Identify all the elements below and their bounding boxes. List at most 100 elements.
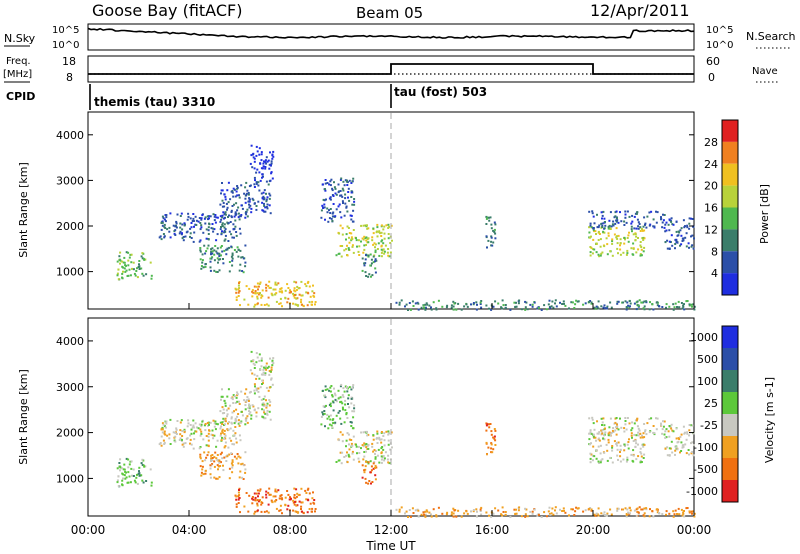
echo-cell: [616, 237, 619, 240]
echo-cell: [623, 430, 626, 433]
echo-cell: [374, 478, 377, 481]
echo-cell: [611, 429, 614, 432]
echo-cell: [588, 300, 591, 303]
echo-cell: [263, 395, 266, 398]
echo-cell: [630, 453, 633, 456]
echo-cell: [609, 211, 612, 214]
echo-cell: [190, 222, 193, 224]
echo-cell: [320, 216, 323, 219]
echo-cell: [164, 426, 167, 429]
echo-cell: [236, 391, 239, 394]
echo-cell: [341, 394, 344, 397]
echo-cell: [472, 302, 475, 304]
echo-cell: [306, 511, 309, 514]
echo-cell: [537, 513, 540, 516]
echo-cell: [470, 303, 472, 306]
echo-cell: [344, 202, 347, 205]
echo-cell: [231, 459, 234, 462]
echo-cell: [407, 516, 409, 518]
echo-cell: [662, 425, 665, 428]
echo-cell: [204, 252, 207, 255]
echo-cell: [179, 429, 182, 432]
echo-cell: [284, 296, 287, 299]
echo-cell: [639, 461, 642, 464]
echo-cell: [345, 205, 348, 208]
echo-cell: [603, 511, 606, 514]
echo-cell: [518, 506, 521, 509]
echo-cell: [268, 280, 271, 283]
echo-cell: [222, 469, 225, 472]
echo-cell: [263, 409, 265, 412]
echo-cell: [321, 183, 324, 186]
echo-cell: [642, 432, 645, 435]
echo-cell: [494, 439, 497, 442]
echo-cell: [380, 231, 383, 234]
echo-cell: [219, 228, 222, 231]
echo-cell: [340, 194, 343, 197]
echo-cell: [642, 239, 645, 241]
echo-cell: [424, 515, 427, 518]
echo-cell: [332, 215, 335, 218]
echo-cell: [128, 256, 131, 259]
echo-cell: [272, 495, 275, 498]
echo-cell: [582, 510, 585, 513]
echo-cell: [224, 404, 227, 407]
echo-cell: [529, 303, 532, 306]
echo-cell: [608, 224, 611, 227]
echo-cell: [223, 223, 226, 226]
echo-cell: [145, 273, 148, 276]
echo-cell: [116, 479, 119, 482]
echo-cell: [251, 497, 254, 500]
echo-cell: [611, 242, 614, 245]
echo-cell: [192, 240, 195, 243]
echo-cell: [271, 383, 274, 386]
colorbar-segment: [722, 163, 738, 186]
echo-cell: [343, 421, 346, 424]
echo-cell: [172, 224, 175, 227]
echo-cell: [352, 435, 355, 438]
echo-cell: [211, 429, 214, 432]
echo-cell: [123, 261, 126, 264]
echo-cell: [246, 396, 249, 399]
echo-cell: [369, 253, 372, 256]
echo-cell: [211, 457, 214, 459]
echo-cell: [233, 203, 235, 206]
colorbar-tick-label: 24: [704, 158, 718, 171]
echo-cell: [189, 227, 192, 230]
echo-cell: [324, 396, 327, 399]
echo-cell: [367, 462, 370, 465]
echo-cell: [589, 461, 592, 464]
echo-cell: [626, 210, 629, 213]
echo-cell: [494, 232, 497, 235]
echo-cell: [333, 186, 336, 189]
echo-cell: [632, 449, 635, 452]
echo-cell: [597, 307, 600, 310]
echo-cell: [253, 176, 256, 179]
echo-cell: [163, 236, 166, 239]
echo-cell: [367, 275, 370, 278]
echo-cell: [163, 235, 166, 238]
echo-cell: [245, 388, 248, 391]
echo-cell: [634, 239, 637, 242]
echo-cell: [305, 492, 308, 494]
velocity-colorbar-label: Velocity [m s-1]: [763, 377, 776, 463]
echo-cell: [594, 514, 597, 517]
echo-cell: [350, 191, 353, 194]
echo-cell: [378, 230, 381, 233]
echo-cell: [264, 367, 267, 370]
echo-cell: [205, 250, 208, 253]
echo-cell: [335, 254, 338, 257]
echo-cell: [162, 233, 165, 235]
echo-cell: [225, 248, 228, 251]
echo-cell: [612, 427, 615, 429]
echo-cell: [640, 248, 643, 251]
echo-cell: [362, 458, 365, 461]
echo-cell: [221, 388, 223, 391]
echo-cell: [159, 442, 162, 444]
echo-cell: [492, 448, 495, 451]
echo-cell: [321, 411, 324, 414]
echo-cell: [638, 506, 641, 509]
echo-cell: [637, 248, 640, 251]
echo-cell: [518, 299, 521, 302]
echo-cell: [616, 509, 619, 512]
